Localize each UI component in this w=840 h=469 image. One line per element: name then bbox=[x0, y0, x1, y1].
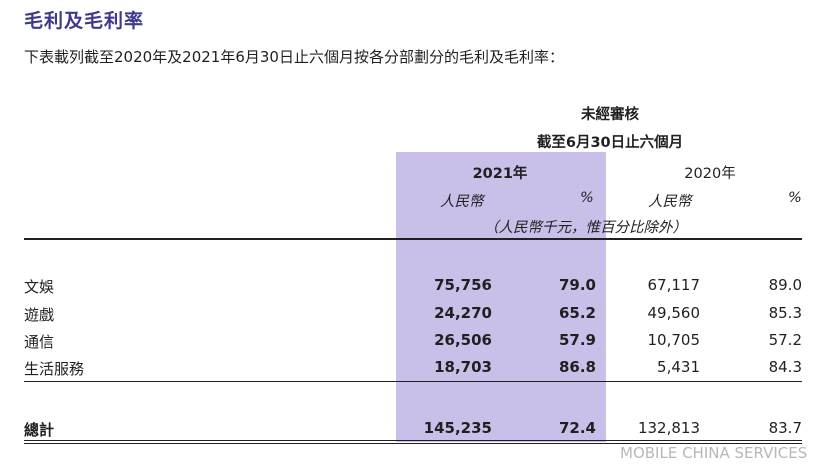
value-2020: 67,117 bbox=[647, 276, 701, 294]
section-subtitle: 下表載列截至2020年及2021年6月30日止六個月按各分部劃分的毛利及毛利率： bbox=[24, 48, 564, 66]
row-label: 通信 bbox=[24, 333, 55, 351]
rmb-2020-header: 人民幣 bbox=[648, 194, 692, 210]
subtotal-divider bbox=[24, 381, 802, 382]
audit-header: 未經審核 bbox=[581, 107, 639, 123]
value-2021: 26,506 bbox=[434, 331, 492, 349]
row-label: 遊戲 bbox=[24, 306, 55, 324]
value-2020: 49,560 bbox=[647, 304, 701, 322]
rmb-2021-header: 人民幣 bbox=[440, 194, 484, 210]
pct-2021-header: % bbox=[580, 190, 594, 206]
row-label: 生活服務 bbox=[24, 360, 85, 378]
total-percent-2020: 83.7 bbox=[768, 419, 802, 437]
table-row: 生活服務 18,703 86.8 5,431 84.3 bbox=[0, 358, 840, 380]
percent-2020: 85.3 bbox=[768, 304, 802, 322]
section-title: 毛利及毛利率 bbox=[24, 10, 145, 32]
total-value-2020: 132,813 bbox=[637, 419, 700, 437]
year-2021-header: 2021年 bbox=[472, 166, 528, 182]
watermark: MOBILE CHINA SERVICES bbox=[620, 444, 808, 462]
table-row: 通信 26,506 57.9 10,705 57.2 bbox=[0, 331, 840, 353]
total-label: 總計 bbox=[24, 421, 55, 439]
total-double-rule-bottom bbox=[24, 443, 802, 444]
table-row: 遊戲 24,270 65.2 49,560 85.3 bbox=[0, 304, 840, 326]
percent-2020: 89.0 bbox=[768, 276, 802, 294]
percent-2021: 65.2 bbox=[558, 304, 596, 322]
value-2021: 18,703 bbox=[434, 358, 492, 376]
total-percent-2021: 72.4 bbox=[558, 419, 596, 437]
percent-2020: 57.2 bbox=[768, 331, 802, 349]
table-row: 文娛 75,756 79.0 67,117 89.0 bbox=[0, 276, 840, 298]
percent-2021: 79.0 bbox=[558, 276, 596, 294]
year-2021-highlight-column bbox=[396, 152, 606, 442]
header-divider bbox=[24, 238, 802, 240]
row-label: 文娛 bbox=[24, 278, 55, 296]
total-row: 總計 145,235 72.4 132,813 83.7 bbox=[0, 419, 840, 441]
total-value-2021: 145,235 bbox=[423, 419, 492, 437]
value-2021: 24,270 bbox=[434, 304, 492, 322]
year-2020-header: 2020年 bbox=[684, 166, 736, 182]
percent-2021: 86.8 bbox=[558, 358, 596, 376]
percent-2021: 57.9 bbox=[558, 331, 596, 349]
unit-note: （人民幣千元，惟百分比除外） bbox=[484, 220, 687, 236]
pct-2020-header: % bbox=[788, 190, 802, 206]
period-header: 截至6月30日止六個月 bbox=[536, 135, 684, 151]
value-2020: 5,431 bbox=[657, 358, 700, 376]
value-2020: 10,705 bbox=[647, 331, 701, 349]
total-double-rule-top bbox=[24, 440, 802, 441]
value-2021: 75,756 bbox=[434, 276, 492, 294]
percent-2020: 84.3 bbox=[768, 358, 802, 376]
